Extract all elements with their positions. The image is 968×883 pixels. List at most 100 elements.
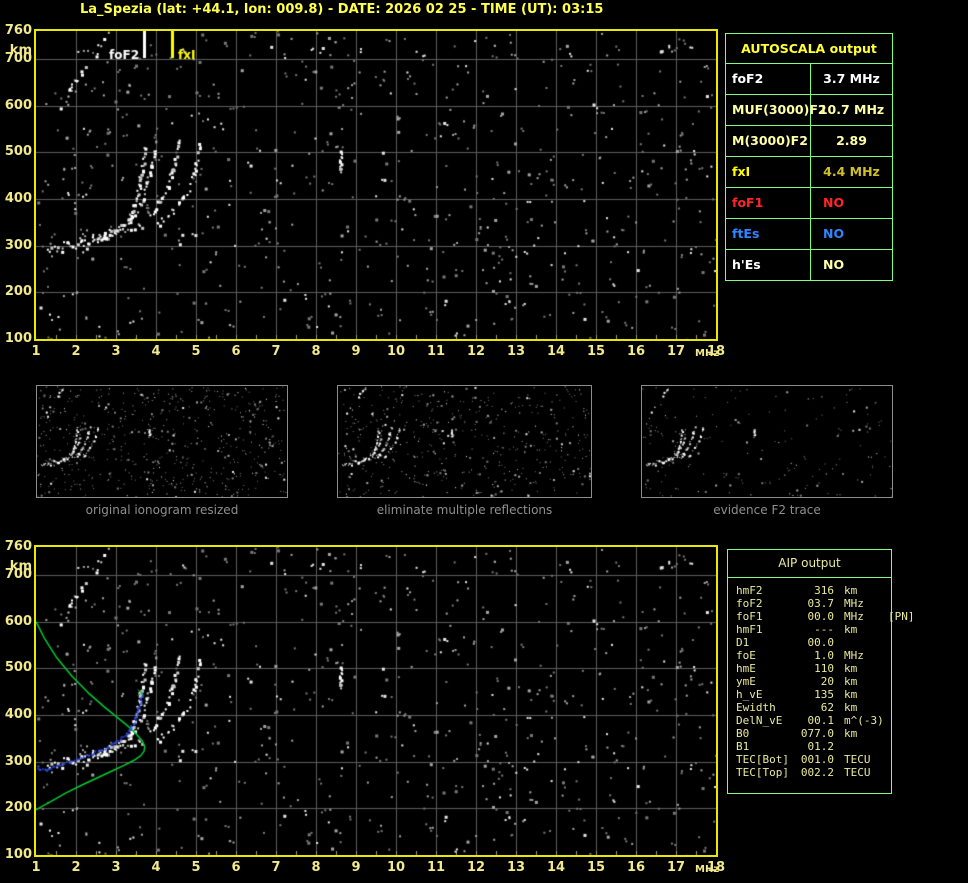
aip-parameter-value: 00.0 xyxy=(807,610,835,623)
aip-parameter-value: 1.0 xyxy=(814,649,834,662)
aip-parameter-value: --- xyxy=(814,623,834,636)
autoscala-label-foF1: foF1 xyxy=(726,188,811,218)
x-tick-15-bottom: 15 xyxy=(586,860,606,875)
autoscala-rows: foF2 3.7 MHz MUF(3000)F2 10.7 MHz M(3000)F2 2… xyxy=(726,64,892,280)
aip-parameter-name: TEC[Top] xyxy=(736,766,789,779)
x-tick-9-top: 9 xyxy=(351,344,361,359)
aip-panel-title: AIP output xyxy=(728,550,891,578)
y-tick-400-top: 400 xyxy=(4,191,32,206)
x-tick-15-top: 15 xyxy=(586,344,606,359)
x-tick-4-bottom: 4 xyxy=(151,860,161,875)
aip-parameter-value: 002.2 xyxy=(800,766,834,779)
autoscala-row-foF1: foF1 NO xyxy=(726,188,892,219)
aip-parameter-unit: TECU xyxy=(844,753,871,766)
x-tick-11-bottom: 11 xyxy=(426,860,446,875)
autoscala-value-MUF: 10.7 MHz xyxy=(818,102,885,117)
aip-parameter-flag xyxy=(888,727,891,740)
aip-parameter-value: 316 xyxy=(814,584,834,597)
x-tick-8-top: 8 xyxy=(311,344,321,359)
aip-parameter-name: Ewidth xyxy=(736,701,776,714)
y-tick-600-top: 600 xyxy=(4,97,32,113)
aip-parameter-unit: km xyxy=(844,623,858,636)
aip-parameter-value: 135 xyxy=(814,688,834,701)
aip-row-B0: B0 077.0 km xyxy=(736,727,891,740)
aip-row-TECTop: TEC[Top] 002.2 TECU xyxy=(736,766,891,779)
aip-parameter-flag xyxy=(888,623,891,636)
aip-row-B1: B1 01.2 xyxy=(736,740,891,753)
aip-parameter-name: B0 xyxy=(736,727,750,740)
aip-parameter-flag xyxy=(888,701,891,714)
x-tick-6-top: 6 xyxy=(231,344,241,359)
y-tick-300-bottom: 300 xyxy=(4,753,32,769)
aip-parameter-flag xyxy=(888,766,891,779)
aip-parameter-name: TEC[Bot] xyxy=(736,753,789,766)
aip-parameter-value: 03.7 xyxy=(807,597,835,610)
aip-parameter-flag: [PN] xyxy=(888,610,915,623)
autoscala-row-ftEs: ftEs NO xyxy=(726,219,892,250)
x-axis-unit-label-bottom: MHz xyxy=(695,864,720,875)
aip-parameter-flag xyxy=(888,753,891,766)
aip-parameter-name: hmF1 xyxy=(736,623,763,636)
thumbnail-caption-original: original ionogram resized xyxy=(85,503,239,517)
x-tick-16-bottom: 16 xyxy=(626,860,646,875)
aip-row-hvE: h_vE 135 km xyxy=(736,688,891,701)
y-tick-760-bottom: 760 xyxy=(4,539,32,554)
aip-parameter-flag xyxy=(888,688,891,701)
aip-parameter-unit: km xyxy=(844,701,858,714)
aip-parameter-name: foF1 xyxy=(736,610,763,623)
thumbnail-evidence-f2 xyxy=(641,385,893,498)
y-tick-700-top: 700 xyxy=(4,51,32,66)
aip-parameter-value: 00.1 xyxy=(807,714,835,727)
x-tick-5-top: 5 xyxy=(191,344,201,359)
thumbnail-caption-eliminate: eliminate multiple reflections xyxy=(376,503,553,517)
x-tick-10-top: 10 xyxy=(386,344,406,359)
thumbnail-original-canvas xyxy=(37,386,287,497)
aip-parameter-unit: MHz xyxy=(844,597,864,610)
thumbnail-caption-evidence: evidence F2 trace xyxy=(713,503,821,517)
aip-parameter-name: DelN_vE xyxy=(736,714,783,727)
y-axis-unit-label-bottom: km xyxy=(9,559,32,574)
aip-parameter-flag xyxy=(888,649,891,662)
y-axis-unit-label-top: km xyxy=(9,43,32,58)
autoscala-label-hEs: h'Es xyxy=(726,250,811,280)
aip-row-Ewidth: Ewidth 62 km xyxy=(736,701,891,714)
x-tick-8-bottom: 8 xyxy=(311,860,321,875)
aip-parameter-name: D1 xyxy=(736,636,750,649)
autoscala-label-MUF: MUF(3000)F2 xyxy=(726,95,827,125)
aip-parameter-flag xyxy=(888,662,891,675)
aip-parameter-unit: km xyxy=(844,688,858,701)
aip-row-hmF2: hmF2 316 km xyxy=(736,584,891,597)
x-tick-3-bottom: 3 xyxy=(111,860,121,875)
aip-parameter-unit: km xyxy=(844,662,858,675)
autoscala-value-M3000: 2.89 xyxy=(836,133,867,148)
aip-parameter-unit: MHz xyxy=(844,649,864,662)
autoscala-row-hEs: h'Es NO xyxy=(726,250,892,280)
aip-row-D1: D1 00.0 xyxy=(736,636,891,649)
thumbnail-evidence-canvas xyxy=(642,386,892,497)
ionogram-profile-plot xyxy=(34,545,718,857)
autoscala-row-M3000: M(3000)F2 2.89 xyxy=(726,126,892,157)
aip-parameter-name: B1 xyxy=(736,740,750,753)
autoscala-label-foF2: foF2 xyxy=(726,64,811,94)
aip-parameter-unit: m^(-3) xyxy=(844,714,884,727)
x-tick-6-bottom: 6 xyxy=(231,860,241,875)
x-tick-13-bottom: 13 xyxy=(506,860,526,875)
aip-parameter-unit: TECU xyxy=(844,766,871,779)
aip-row-hmE: hmE 110 km xyxy=(736,662,891,675)
y-tick-760-top: 760 xyxy=(4,23,32,38)
thumbnail-eliminate-canvas xyxy=(338,386,591,497)
x-tick-7-top: 7 xyxy=(271,344,281,359)
aip-parameter-flag xyxy=(888,714,891,727)
aip-parameter-unit xyxy=(834,740,888,753)
autoscala-value-fxI: 4.4 MHz xyxy=(823,164,880,179)
autoscala-value-foF2: 3.7 MHz xyxy=(823,71,880,86)
autoscala-value-hEs: NO xyxy=(823,257,845,272)
x-tick-14-bottom: 14 xyxy=(546,860,566,875)
aip-rows: hmF2 316 km foF2 03.7 MHz foF1 00.0 MHz [PN] hmF1 -… xyxy=(728,578,915,779)
aip-parameter-unit: km xyxy=(844,584,858,597)
aip-parameter-name: ymE xyxy=(736,675,756,688)
x-tick-3-top: 3 xyxy=(111,344,121,359)
aip-row-foF2: foF2 03.7 MHz xyxy=(736,597,891,610)
thumbnail-original-ionogram xyxy=(36,385,288,498)
x-tick-1-bottom: 1 xyxy=(31,860,41,875)
